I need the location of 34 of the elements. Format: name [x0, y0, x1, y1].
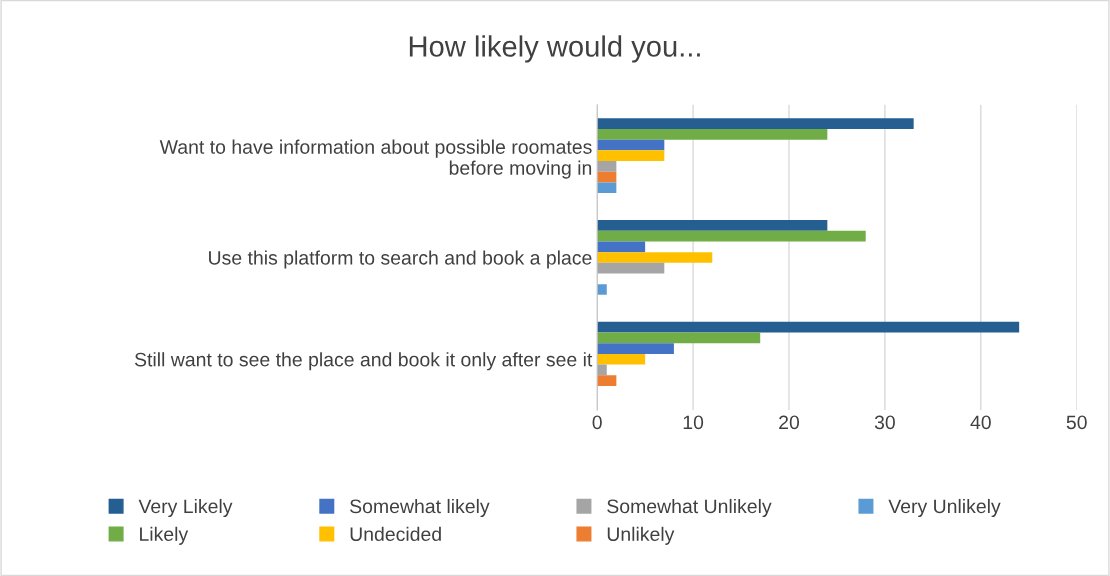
- x-tick-label: 40: [970, 415, 991, 430]
- y-tick-label: Still want to see the place and book it only after see it: [134, 352, 593, 371]
- bar: [597, 150, 665, 162]
- bar: [597, 353, 646, 365]
- y-tick-label: Use this platform to search and book a place: [209, 250, 592, 269]
- legend-label: Likely: [140, 526, 189, 545]
- bar: [597, 343, 674, 354]
- legend-label: Very Likely: [138, 498, 233, 518]
- bar: [597, 332, 761, 344]
- bar: [597, 161, 617, 172]
- legend-label: Undecided: [350, 526, 441, 542]
- x-tick-label: 50: [1066, 415, 1087, 430]
- bar: [597, 129, 828, 140]
- chart-title: How likely would you...: [409, 35, 700, 63]
- x-tick-label: 0: [592, 415, 602, 430]
- bar: [597, 139, 665, 151]
- bar: [597, 241, 646, 253]
- legend-label: Somewhat Unlikely: [607, 498, 772, 518]
- bar: [597, 284, 607, 295]
- legend-label: Very Unlikely: [888, 498, 1001, 518]
- bar: [597, 220, 828, 231]
- legend-label: Somewhat likely: [350, 498, 490, 518]
- bar: [597, 252, 713, 263]
- bar: [597, 375, 617, 386]
- y-tick-label: Want to have information about possible roomates before moving in: [159, 139, 592, 179]
- x-tick-label: 10: [683, 415, 704, 430]
- bar: [597, 262, 665, 274]
- legend-label: Unlikely: [607, 526, 675, 545]
- bar: [597, 182, 617, 194]
- bar: [597, 230, 866, 242]
- x-tick-label: 30: [874, 415, 895, 430]
- bar: [597, 118, 914, 129]
- x-tick-label: 20: [779, 415, 800, 430]
- bar: [597, 321, 1020, 333]
